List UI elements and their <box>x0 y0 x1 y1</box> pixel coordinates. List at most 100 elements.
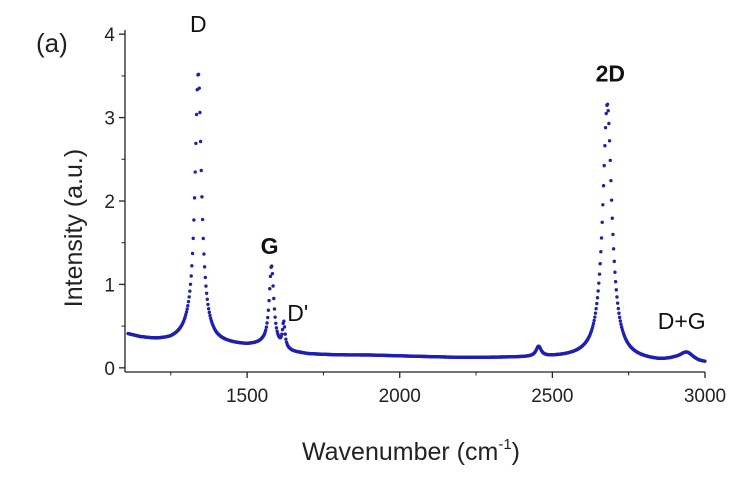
data-point <box>271 284 275 288</box>
data-point <box>194 112 199 117</box>
x-axis-title-sup: -1 <box>498 436 511 453</box>
panel-label: (a) <box>36 28 68 58</box>
data-point <box>265 321 269 325</box>
data-point <box>613 279 618 284</box>
data-point <box>609 178 613 183</box>
data-point <box>593 315 597 319</box>
data-point <box>204 284 208 288</box>
data-point <box>599 250 603 254</box>
data-point <box>208 313 212 318</box>
data-point <box>275 329 279 333</box>
y-axis-title: Intensity (a.u.) <box>60 149 88 307</box>
x-axis-title-main: Wavenumber (cm <box>302 438 498 466</box>
data-point <box>274 326 279 330</box>
data-point <box>200 217 205 222</box>
y-axis-ticks: 0 1 2 3 4 <box>104 25 125 380</box>
data-point <box>188 289 192 293</box>
data-point <box>192 218 196 222</box>
data-point <box>591 324 595 328</box>
data-point <box>272 307 277 311</box>
data-point <box>282 325 287 329</box>
data-point <box>595 301 599 306</box>
y-tick-label: 4 <box>104 25 115 46</box>
data-point <box>280 332 284 336</box>
data-point <box>186 304 190 308</box>
y-tick-label: 3 <box>104 109 115 130</box>
data-point <box>274 321 278 325</box>
y-tick-label: 0 <box>104 359 115 380</box>
data-point <box>266 308 271 312</box>
data-point <box>284 337 288 341</box>
data-point <box>207 310 212 315</box>
data-point <box>611 232 615 237</box>
data-point <box>280 327 285 332</box>
x-tick-label: 3000 <box>684 386 726 407</box>
data-point <box>601 203 605 207</box>
data-point <box>615 295 619 299</box>
peak-labels: D G D' 2D D+G <box>190 11 706 334</box>
data-point <box>600 220 604 225</box>
data-point <box>619 322 623 326</box>
data-point <box>185 307 189 311</box>
data-point <box>618 319 623 323</box>
data-point <box>264 328 268 332</box>
x-axis-title-tail: ) <box>512 438 520 466</box>
data-point <box>270 271 275 276</box>
data-point <box>283 332 287 336</box>
data-point <box>202 265 207 269</box>
data-point <box>192 196 197 200</box>
x-tick-label: 2500 <box>531 386 573 407</box>
data-point <box>190 264 194 268</box>
x-tick-label: 1500 <box>226 386 268 407</box>
data-point <box>615 301 620 305</box>
data-point <box>190 251 195 256</box>
data-point <box>206 302 210 307</box>
data-point <box>609 198 614 202</box>
data-point <box>198 139 203 144</box>
data-point <box>595 296 600 300</box>
data-point <box>616 306 621 311</box>
data-point <box>202 252 206 256</box>
data-point <box>606 109 610 113</box>
data-point <box>196 72 201 77</box>
data-point <box>612 259 616 264</box>
spectrum-series <box>126 72 707 363</box>
peak-label: D+G <box>658 308 706 334</box>
data-point <box>282 319 286 323</box>
data-point <box>199 168 203 173</box>
data-point <box>613 270 617 274</box>
data-point <box>194 141 198 146</box>
data-point <box>268 287 272 291</box>
data-point <box>703 359 707 363</box>
data-point <box>201 236 205 241</box>
data-point <box>608 158 612 163</box>
data-point <box>205 297 209 302</box>
data-point <box>611 247 616 251</box>
data-point <box>184 312 188 317</box>
data-point <box>602 163 606 168</box>
data-point <box>267 298 271 303</box>
data-point <box>594 306 598 311</box>
data-point <box>607 121 611 126</box>
data-point <box>596 289 600 293</box>
data-point <box>204 291 209 295</box>
data-point <box>617 315 622 320</box>
data-point <box>266 315 270 320</box>
y-tick-label: 1 <box>104 275 115 296</box>
peak-label: D' <box>287 300 308 326</box>
data-point <box>598 262 602 266</box>
data-point <box>603 144 607 148</box>
data-point <box>610 216 614 220</box>
x-tick-label: 2000 <box>379 386 421 407</box>
data-point <box>189 274 193 278</box>
peak-label: G <box>261 233 279 259</box>
data-point <box>268 274 273 279</box>
data-point <box>270 264 274 268</box>
data-point <box>614 288 618 292</box>
data-point <box>193 170 197 174</box>
data-point <box>184 310 189 314</box>
data-point <box>601 184 606 188</box>
data-point <box>593 311 598 315</box>
peak-label: D <box>190 11 207 37</box>
